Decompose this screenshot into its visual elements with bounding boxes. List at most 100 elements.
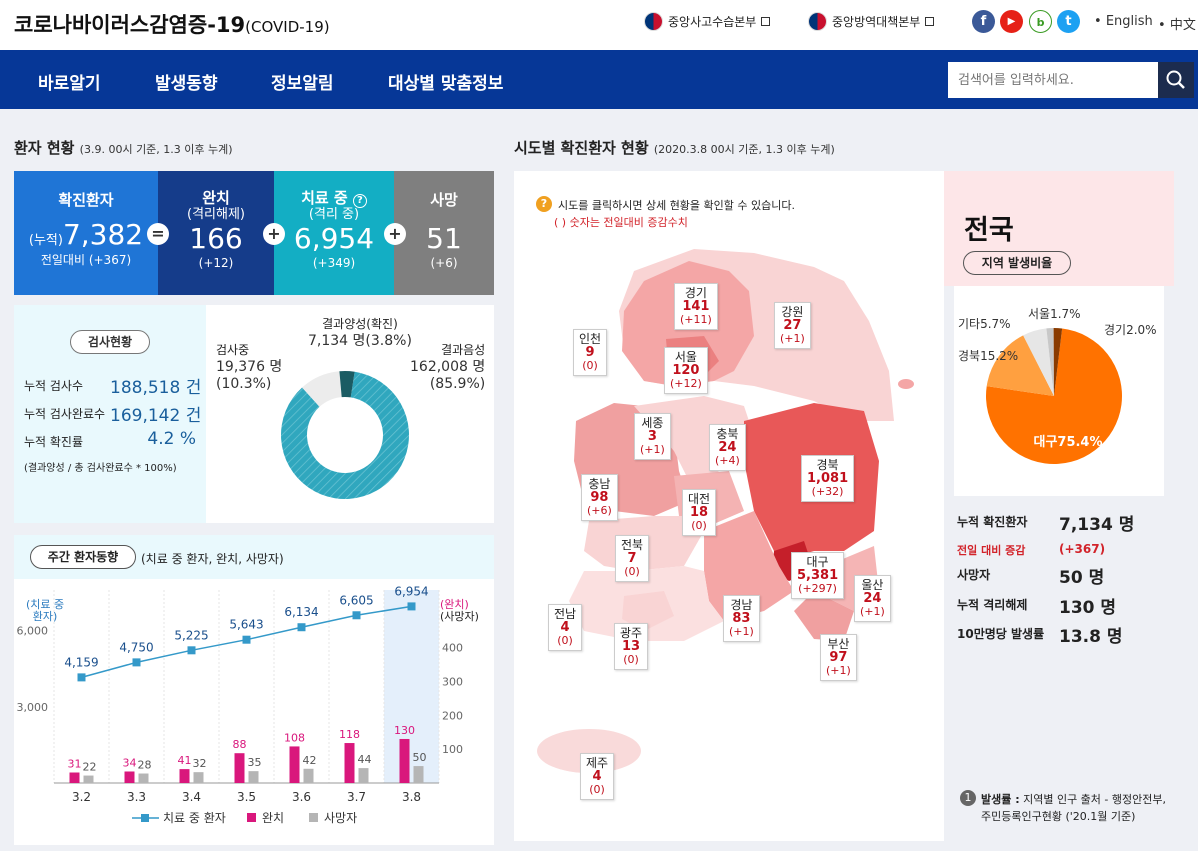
twitter-icon[interactable]: t (1057, 10, 1080, 33)
bar-released (344, 743, 355, 783)
link-central-quarantine[interactable]: 중앙방역대책본부 (808, 12, 935, 31)
bar-released (124, 771, 135, 783)
region-value: 97 (829, 650, 848, 665)
map-hint: 시도를 클릭하시면 상세 현황을 확인할 수 있습니다. (558, 199, 795, 212)
pie-slice (986, 335, 1054, 396)
bar-deaths-label: 28 (138, 759, 152, 772)
region-card[interactable]: 경북 1,081 (+32) (801, 455, 855, 502)
line-point-label: 5,225 (174, 628, 208, 642)
lang-english-link[interactable]: • English (1094, 14, 1153, 29)
right-axis-label: (완치) (사망자) (440, 598, 479, 623)
nav-item-info[interactable]: 정보알림 (271, 74, 334, 94)
region-card[interactable]: 충남 98 (+6) (581, 474, 618, 521)
bar-released-label: 34 (123, 756, 137, 769)
footnote-line2: 주민등록인구현황 ('20.1월 기준) (981, 810, 1136, 823)
region-card[interactable]: 서울 120 (+12) (664, 347, 708, 394)
lang-chinese-link[interactable]: • 中文 (1158, 18, 1196, 33)
region-card[interactable]: 경기 141 (+11) (674, 283, 718, 330)
line-point (132, 658, 141, 667)
search-button[interactable] (1158, 62, 1194, 98)
left-tick-label: 6,000 (17, 625, 49, 638)
map-hint-delta: ( ) 숫자는 전일대비 증감수치 (554, 216, 688, 229)
taegeuk-icon (644, 12, 663, 31)
pie-slice (1023, 328, 1054, 396)
region-card[interactable]: 강원 27 (+1) (774, 302, 811, 349)
facebook-icon[interactable]: f (972, 10, 995, 33)
bar-released-label: 31 (68, 758, 82, 771)
bar-deaths-label: 50 (413, 751, 427, 764)
new-window-icon (925, 17, 935, 26)
national-stat-label: 사망자 (957, 568, 991, 582)
region-card[interactable]: 전남 4 (0) (548, 604, 583, 651)
region-delta: (+1) (780, 332, 805, 345)
donut-segment-negative (281, 371, 409, 499)
search-input[interactable] (948, 62, 1158, 98)
line-point (407, 602, 416, 611)
weekly-pill: 주간 환자동향 (30, 545, 136, 569)
region-value: 18 (690, 505, 709, 520)
bar-released (69, 772, 80, 783)
region-delta: (0) (589, 783, 605, 796)
region-name: 제주 (586, 756, 609, 770)
question-icon: ? (536, 196, 552, 212)
region-value: 27 (783, 318, 802, 333)
plus-icon: + (384, 223, 406, 245)
region-name: 대구 (806, 555, 829, 569)
region-name: 대전 (688, 492, 711, 506)
bar-deaths (138, 773, 149, 783)
right-tick-label: 400 (442, 642, 463, 655)
national-stat-label: 전일 대비 증감 (957, 544, 1026, 557)
region-delta: (+297) (798, 582, 837, 595)
legend-label: 완치 (262, 811, 284, 825)
equals-icon: = (147, 223, 169, 245)
pie-slice (986, 328, 1122, 464)
region-value: 83 (732, 611, 751, 626)
site-title[interactable]: 코로나바이러스감염증-19(COVID-19) (14, 13, 330, 37)
blog-icon[interactable]: b (1029, 10, 1052, 33)
youtube-icon[interactable]: ▶ (1000, 10, 1023, 33)
left-axis-label: (치료 중 환자) (26, 598, 65, 623)
region-card[interactable]: 충북 24 (+4) (709, 424, 746, 471)
weekly-chart: 3,000 6,000 100 200 300 400 3.2 31 22 3.3 34 28 3.4 4… (17, 584, 464, 825)
legend-label: 사망자 (324, 811, 357, 825)
region-card[interactable]: 부산 97 (+1) (820, 634, 857, 681)
bar-deaths (358, 768, 369, 783)
region-card[interactable]: 대구 5,381 (+297) (791, 552, 845, 599)
test-row-value: 188,518 건 (110, 378, 202, 398)
bar-deaths-label: 44 (358, 753, 372, 766)
bar-deaths (303, 768, 314, 783)
region-name: 인천 (579, 332, 602, 346)
region-delta: (+4) (715, 454, 740, 467)
region-card[interactable]: 제주 4 (0) (580, 753, 615, 800)
pie-slice (1053, 328, 1063, 396)
taegeuk-icon (808, 12, 827, 31)
bar-released-label: 41 (178, 754, 192, 767)
line-point-label: 4,159 (64, 655, 98, 669)
region-value: 4 (560, 620, 570, 635)
region-card[interactable]: 울산 24 (+1) (854, 575, 891, 622)
region-card[interactable]: 인천 9 (0) (573, 329, 608, 376)
nav-item-about[interactable]: 바로알기 (38, 74, 101, 94)
x-tick-label: 3.8 (402, 790, 421, 804)
region-card[interactable]: 광주 13 (0) (614, 623, 649, 670)
help-icon[interactable]: ? (352, 194, 367, 208)
line-point-label: 4,750 (119, 640, 153, 654)
test-row-value: 4.2 % (147, 429, 196, 449)
link-central-disaster[interactable]: 중앙사고수습본부 (644, 12, 771, 31)
region-card[interactable]: 전북 7 (0) (615, 535, 650, 582)
region-value: 13 (622, 639, 641, 654)
confirmed-box: 확진환자 (누적)7,382 전일대비 (+367) (14, 171, 158, 295)
bar-released (399, 738, 410, 783)
footnote-number-icon: 1 (960, 790, 976, 806)
region-delta: (0) (557, 634, 573, 647)
right-tick-label: 200 (442, 709, 463, 722)
test-row-label: 누적 검사완료수 (24, 407, 106, 421)
region-card[interactable]: 대전 18 (0) (682, 489, 717, 536)
nav-item-trend[interactable]: 발생동향 (155, 74, 218, 94)
legend-deaths-swatch (309, 813, 318, 822)
nav-item-targeted[interactable]: 대상별 맞춤정보 (388, 74, 504, 94)
region-card[interactable]: 경남 83 (+1) (723, 595, 760, 642)
region-value: 3 (647, 429, 657, 444)
test-row-label: 누적 확진률 (24, 435, 84, 449)
region-card[interactable]: 세종 3 (+1) (634, 413, 671, 460)
